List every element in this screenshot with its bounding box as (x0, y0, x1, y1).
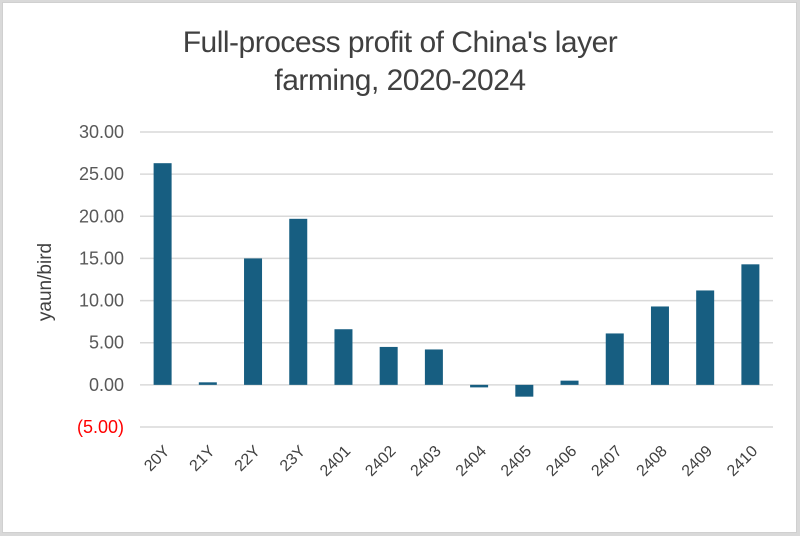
x-tick-label: 2403 (408, 443, 445, 480)
x-tick-label: 20Y (141, 443, 173, 475)
x-tick-label: 2404 (453, 443, 490, 480)
chart-title-line-1: Full-process profit of China's layer (182, 26, 618, 59)
bar-2401 (334, 329, 353, 385)
y-tick-label: 25.00 (79, 164, 124, 184)
bar-21Y (198, 382, 217, 385)
x-tick-label: 2406 (543, 443, 580, 480)
chart-title: Full-process profit of China's layer far… (0, 24, 800, 100)
x-tick-label: 22Y (232, 443, 264, 475)
y-tick-label: 15.00 (79, 248, 124, 268)
bar-2403 (424, 349, 443, 385)
bars (153, 163, 760, 397)
bar-2407 (605, 333, 624, 385)
bar-20Y (153, 163, 172, 385)
x-tick-label: 2401 (317, 443, 354, 480)
y-axis-ticks: 30.00 25.00 20.00 15.00 10.00 5.00 0.00 (5.00) (77, 122, 124, 437)
bar-2405 (515, 384, 534, 397)
x-tick-label: 2409 (679, 443, 716, 480)
chart-title-line-2: farming, 2020-2024 (274, 64, 526, 97)
x-axis-ticks: 20Y 21Y 22Y 23Y 2401 2402 2403 2404 2405 2406 2407… (141, 443, 761, 480)
x-tick-label: 2405 (498, 443, 535, 480)
y-tick-label: 30.00 (79, 122, 124, 142)
bar-2410 (741, 264, 760, 385)
y-tick-label: 5.00 (89, 333, 124, 353)
y-axis-label: yaun/bird (35, 243, 56, 321)
bar-2404 (470, 384, 489, 388)
y-tick-label: 0.00 (89, 375, 124, 395)
bar-2402 (379, 346, 398, 385)
x-tick-label: 2410 (724, 443, 761, 480)
bar-2408 (650, 306, 669, 385)
y-tick-label: (5.00) (77, 417, 124, 437)
x-tick-label: 2402 (362, 443, 399, 480)
y-tick-label: 10.00 (79, 291, 124, 311)
bar-23Y (289, 218, 308, 385)
x-tick-label: 23Y (277, 443, 309, 475)
bar-2409 (696, 290, 715, 385)
bar-2406 (560, 380, 579, 385)
bar-22Y (244, 258, 263, 385)
x-tick-label: 2407 (588, 443, 625, 480)
y-tick-label: 20.00 (79, 206, 124, 226)
x-tick-label: 21Y (186, 443, 218, 475)
x-tick-label: 2408 (634, 443, 671, 480)
gridlines (140, 131, 773, 428)
